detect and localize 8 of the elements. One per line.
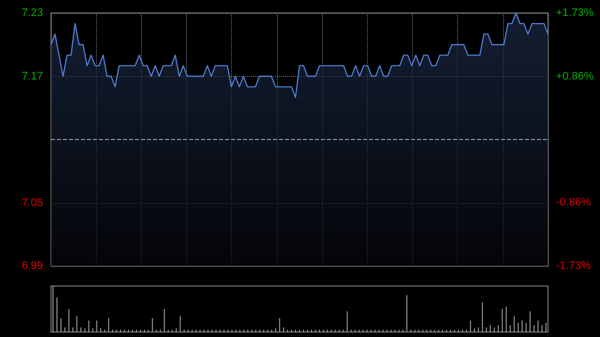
- y-tick-label: 7.17: [22, 70, 43, 82]
- y2-tick-label: -0.86%: [556, 196, 592, 208]
- y2-tick-label: +1.73%: [556, 7, 594, 19]
- y2-tick-label: -1.73%: [556, 260, 592, 272]
- y-tick-label: 6.99: [22, 260, 43, 272]
- y-tick-label: 7.05: [22, 196, 43, 209]
- y2-tick-label: +0.86%: [556, 70, 594, 83]
- y-tick-label: 7.23: [22, 7, 43, 19]
